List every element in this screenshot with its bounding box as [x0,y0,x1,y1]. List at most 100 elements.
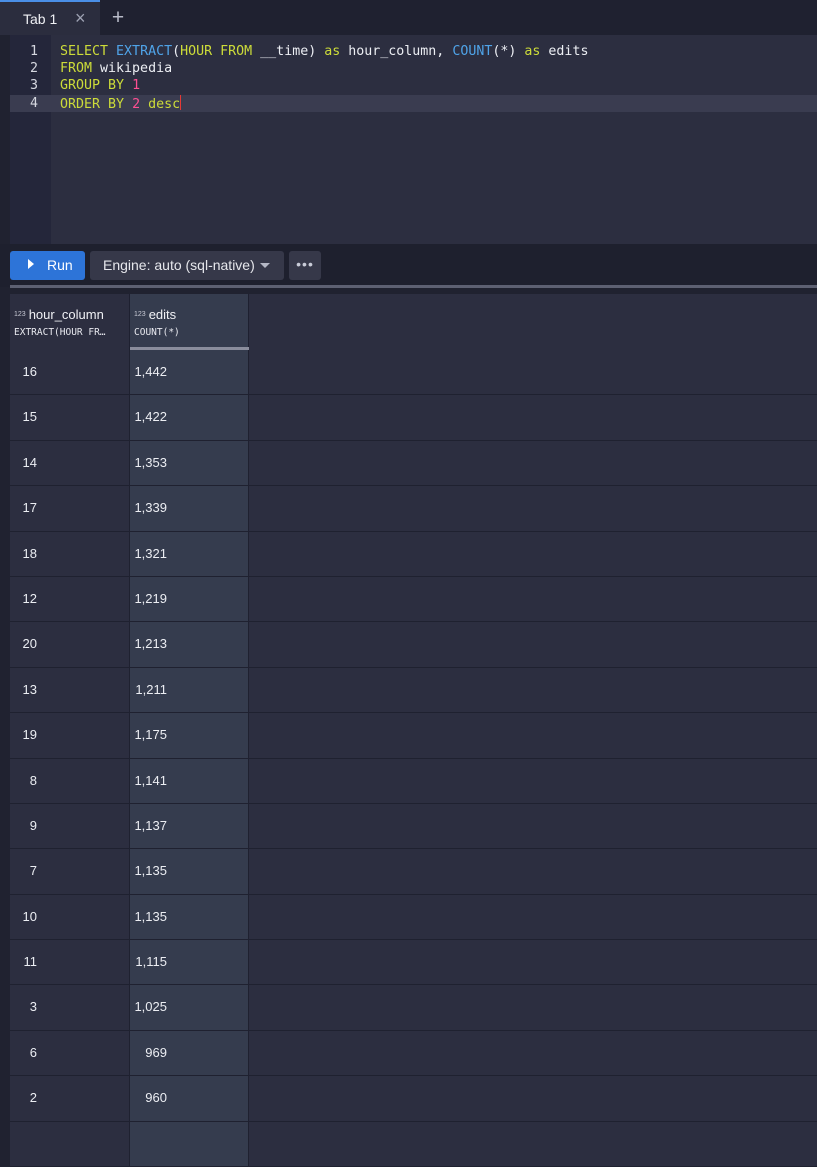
query-editor[interactable]: 1 SELECT EXTRACT(HOUR FROM __time) as hou… [10,35,817,244]
cell-value: 1,321 [134,545,167,561]
cell-value: 14 [22,454,37,470]
table-body: 16 1,442 15 1,422 14 1,353 17 1,339 18 1,321 12 1,2… [10,350,817,1167]
cell-hour-column[interactable]: 12 [10,576,130,622]
cell-value: 6 [29,1044,37,1060]
table-row[interactable]: 17 1,339 [10,486,817,532]
cell-hour-column[interactable]: 10 [10,894,130,940]
cell-edits[interactable]: 1,442 [130,350,249,395]
table-row[interactable]: 6 969 [10,1030,817,1077]
cell-edits[interactable]: 1,211 [130,667,249,713]
cell-value: 1,141 [134,772,167,788]
table-row[interactable]: 11 1,115 [10,940,817,986]
cell-value: 1,213 [134,636,167,652]
cell-edits[interactable]: 1,219 [130,576,249,622]
cell-hour-column[interactable]: 8 [10,758,130,803]
cell-hour-column[interactable]: 17 [10,486,130,531]
table-row[interactable]: 7 1,135 [10,849,817,895]
cell-hour-column[interactable]: 16 [10,350,130,395]
column-title: edits [148,307,177,322]
cell-hour-column[interactable]: 15 [10,395,130,440]
cell-hour-column[interactable]: 9 [10,803,130,849]
cell-hour-column[interactable]: 3 [10,985,130,1030]
cell-edits[interactable]: 1,115 [130,940,249,985]
table-row[interactable]: 2 960 [10,1076,817,1122]
more-options-button[interactable]: ••• [289,251,321,280]
table-row[interactable]: 12 1,219 [10,576,817,623]
table-row[interactable]: 13 1,211 [10,667,817,714]
table-row[interactable]: 18 1,321 [10,531,817,577]
column-header-edits[interactable]: 123 edits COUNT(*) [130,294,249,350]
cell-edits[interactable]: 1,135 [130,849,249,894]
cell-value: 1,115 [135,954,167,970]
table-row[interactable]: 10 1,135 [10,894,817,941]
code-line[interactable]: 4 ORDER BY 2 desc [10,94,817,113]
table-row[interactable]: 15 1,422 [10,395,817,441]
line-number: 2 [29,61,38,77]
cell-value: 1,137 [134,817,167,833]
cell-hour-column[interactable]: 6 [10,1030,130,1076]
cell-edits[interactable]: 1,213 [130,622,249,667]
cell-value: 19 [22,727,37,743]
cell-edits[interactable] [130,1121,249,1167]
cell-edits[interactable]: 1,321 [130,531,249,576]
cell-edits[interactable]: 1,025 [130,985,249,1030]
cell-edits[interactable]: 1,175 [130,713,249,758]
cell-edits[interactable]: 960 [130,1076,249,1121]
cell-edits[interactable]: 1,135 [130,894,249,940]
cell-edits[interactable]: 1,422 [130,395,249,440]
cell-edits[interactable]: 1,137 [130,803,249,849]
cell-hour-column[interactable]: 14 [10,440,130,486]
close-icon[interactable]: × [75,8,86,28]
cell-hour-column[interactable]: 20 [10,622,130,667]
code-text: ORDER BY 2 desc [60,94,182,113]
table-row[interactable] [10,1121,817,1167]
code-token: ( [172,44,181,59]
cell-edits[interactable]: 969 [130,1030,249,1076]
code-token: GROUP BY [60,78,133,94]
table-row[interactable]: 19 1,175 [10,713,817,759]
table-row[interactable]: 20 1,213 [10,622,817,668]
cell-hour-column[interactable] [10,1121,130,1167]
code-line[interactable]: 3 GROUP BY 1 [10,77,817,94]
cell-value: 3 [29,999,37,1015]
table-row[interactable]: 14 1,353 [10,440,817,487]
engine-select[interactable]: Engine: auto (sql-native) [90,251,284,280]
cell-value: 1,442 [134,364,167,379]
code-token: HOUR FROM [180,44,261,59]
cell-hour-column[interactable]: 18 [10,531,130,576]
table-header: 123 hour_column EXTRACT(HOUR FR… 123 edits… [10,294,817,350]
table-row[interactable]: 8 1,141 [10,758,817,804]
cell-value: 18 [22,545,37,561]
run-label: Run [47,257,73,273]
code-token: hour_column, [348,44,453,59]
cell-edits[interactable]: 1,353 [130,440,249,486]
run-button[interactable]: Run [10,251,85,280]
table-row[interactable]: 16 1,442 [10,350,817,396]
table-row[interactable]: 9 1,137 [10,803,817,850]
code-line[interactable]: 1 SELECT EXTRACT(HOUR FROM __time) as hou… [10,43,817,60]
line-number-gutter [10,35,51,244]
code-line[interactable]: 2 FROM wikipedia [10,60,817,77]
cell-hour-column[interactable]: 19 [10,713,130,758]
cell-value: 1,353 [134,454,167,470]
code-token: wikipedia [100,61,173,77]
cell-value: 10 [22,908,37,924]
cell-hour-column[interactable]: 2 [10,1076,130,1121]
code-token: (*) [492,44,525,59]
code-text: GROUP BY 1 [60,77,140,94]
cell-edits[interactable]: 1,339 [130,486,249,531]
engine-label: Engine: auto (sql-native) [103,257,255,273]
code-token: edits [548,44,589,59]
tab-1[interactable]: Tab 1 × [0,0,100,35]
add-tab-icon[interactable]: + [111,5,125,29]
code-token: EXTRACT [116,44,173,59]
cell-hour-column[interactable]: 13 [10,667,130,713]
cell-hour-column[interactable]: 11 [10,940,130,985]
table-row[interactable]: 3 1,025 [10,985,817,1031]
cell-hour-column[interactable]: 7 [10,849,130,894]
column-header-hour-column[interactable]: 123 hour_column EXTRACT(HOUR FR… [10,294,130,350]
cell-edits[interactable]: 1,141 [130,758,249,803]
cell-value: 16 [22,364,37,379]
cell-value: 1,135 [134,908,167,924]
pane-resize-handle[interactable] [10,285,817,288]
